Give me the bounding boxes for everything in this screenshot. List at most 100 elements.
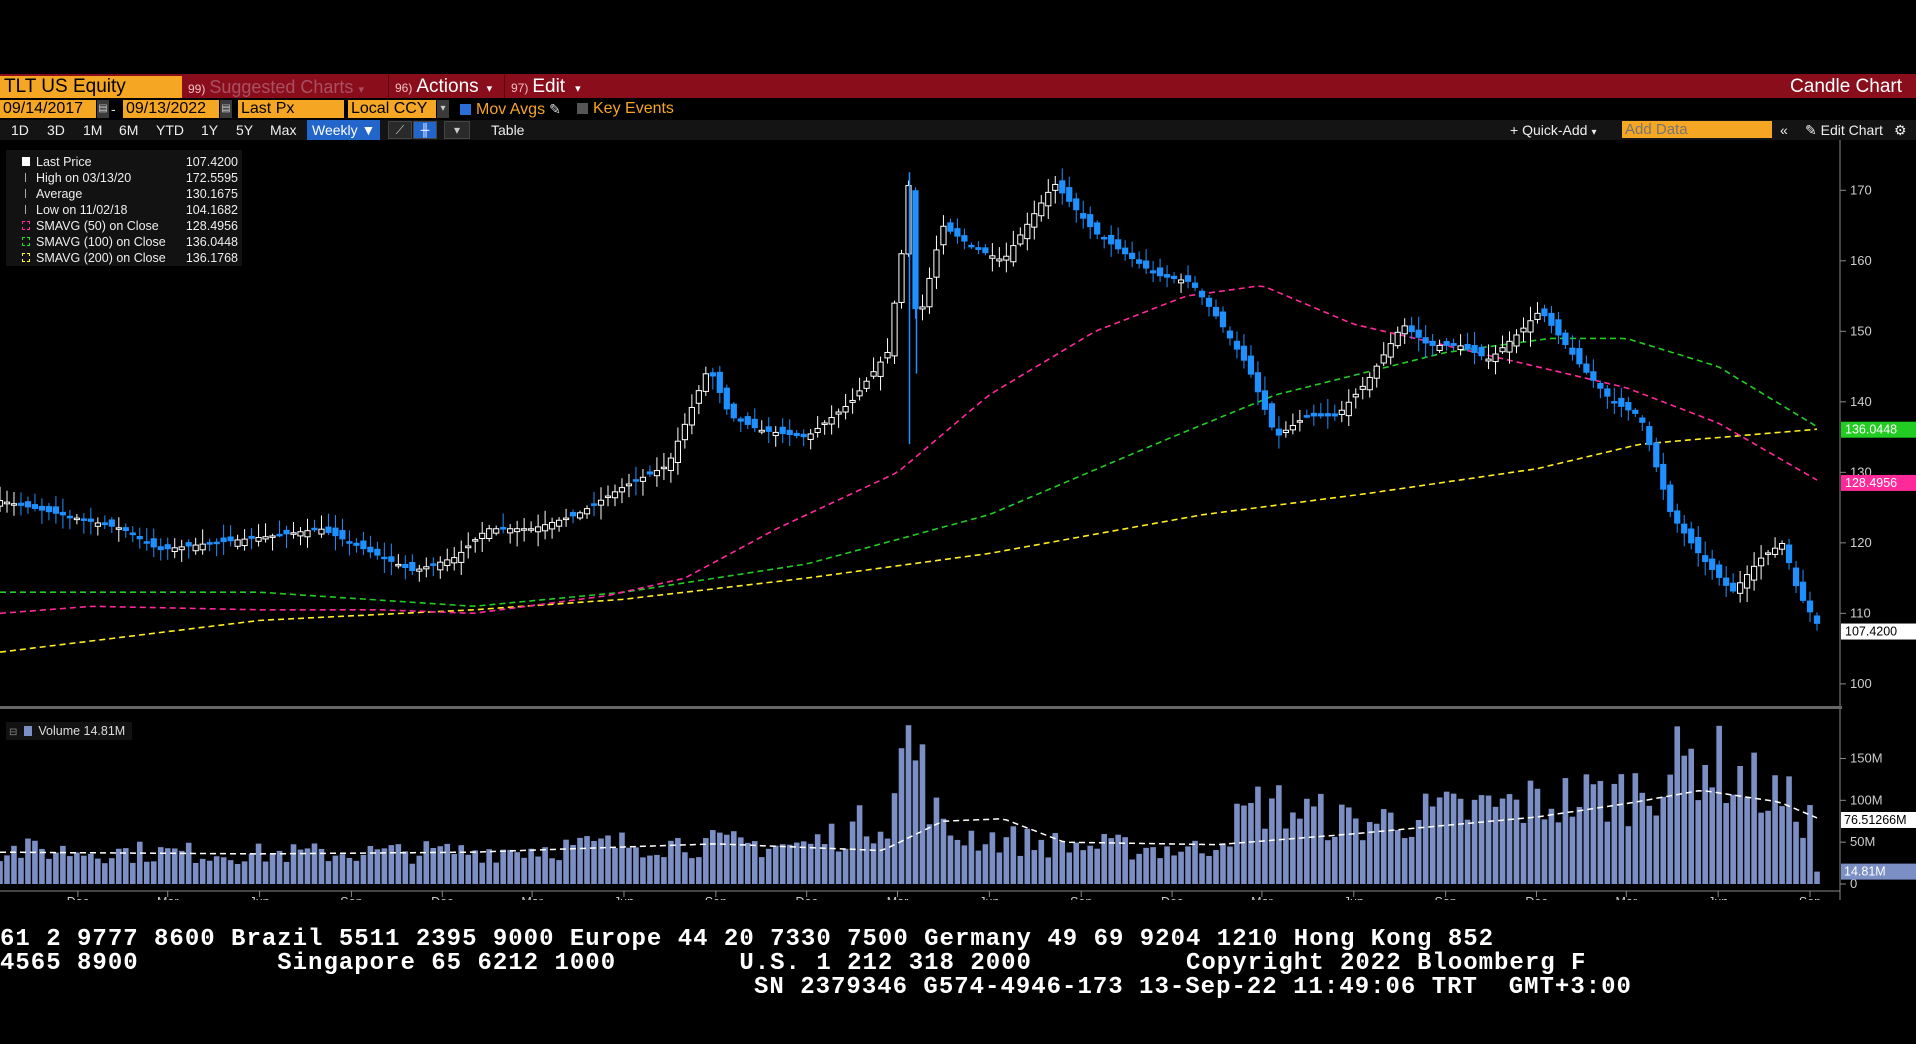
candle-body — [688, 406, 695, 426]
period-1y[interactable]: 1Y — [201, 122, 219, 138]
volume-bar — [164, 848, 171, 884]
volume-bar — [696, 857, 702, 884]
quick-add-button[interactable]: + Quick-Add ▾ — [1510, 122, 1597, 138]
edit-chart-label: Edit Chart — [1820, 122, 1883, 138]
time-tick-label: Sep — [1434, 895, 1456, 900]
volume-tick-label: 100M — [1850, 792, 1883, 807]
pencil-icon[interactable]: ✎ — [549, 101, 561, 117]
candle-body — [1101, 236, 1108, 240]
chevron-down-icon[interactable]: ▾ — [444, 121, 470, 139]
candle-body — [1338, 409, 1345, 415]
price-tag — [1841, 421, 1916, 438]
start-date-field[interactable]: 09/14/2017 — [0, 100, 96, 118]
checkbox-checked-icon[interactable] — [460, 104, 471, 115]
volume-bar — [1171, 855, 1177, 884]
table-button[interactable]: Table — [491, 122, 525, 138]
period-6m[interactable]: 6M — [119, 122, 139, 138]
suggested-charts-button[interactable]: 99) Suggested Charts ▾ — [188, 77, 364, 97]
legend-item: Low on 11/02/18 104.1682 — [10, 202, 238, 218]
key-events-toggle[interactable]: Key Events — [577, 100, 674, 118]
expand-icon[interactable]: ⊟ — [9, 727, 18, 738]
volume-bar — [1073, 842, 1080, 884]
candle-body — [52, 506, 60, 514]
volume-bar — [717, 832, 723, 884]
currency-select[interactable]: Local CCY — [348, 100, 436, 118]
volume-bar — [786, 844, 793, 884]
checkbox-unchecked-icon[interactable] — [577, 103, 588, 114]
candle-body — [604, 495, 612, 499]
mov-avgs-toggle[interactable]: Mov Avgs ✎ — [460, 100, 561, 118]
candle-body — [402, 563, 409, 569]
candle-body — [1247, 355, 1255, 375]
candle-chart-icon[interactable]: ╫ — [413, 121, 437, 139]
volume-bar — [1080, 850, 1087, 884]
volume-bar — [898, 748, 905, 884]
period-max[interactable]: Max — [270, 122, 297, 138]
volume-bar — [500, 849, 506, 884]
add-data-input[interactable] — [1622, 121, 1772, 138]
period-1m[interactable]: 1M — [83, 122, 103, 138]
volume-bar — [940, 818, 947, 884]
pane-divider — [0, 706, 1842, 709]
calendar-icon[interactable]: ▤ — [220, 100, 232, 118]
frequency-select[interactable]: Weekly ▼ — [307, 120, 381, 140]
edit-chart-button[interactable]: ✎ Edit Chart — [1805, 120, 1883, 140]
volume-bar — [32, 840, 38, 884]
edit-button[interactable]: 97) Edit ▾ — [504, 75, 590, 98]
candle-body — [0, 500, 4, 507]
candle-body — [1562, 332, 1569, 346]
chevron-down-icon: ▾ — [486, 83, 493, 95]
volume-bar — [74, 852, 80, 884]
legend-value: 136.0448 — [185, 235, 238, 249]
legend-swatch — [22, 221, 30, 230]
candle-body — [332, 527, 339, 537]
candle-body — [1485, 358, 1492, 362]
period-5y[interactable]: 5Y — [236, 122, 254, 138]
dropdown-arrow-icon[interactable]: ▾ — [437, 100, 449, 118]
candle-body — [828, 416, 835, 425]
gear-icon[interactable]: ⚙ — [1894, 122, 1907, 138]
period-1d[interactable]: 1D — [11, 122, 29, 138]
field-select[interactable]: Last Px — [238, 100, 344, 118]
candle-body — [528, 528, 535, 531]
calendar-icon[interactable]: ▤ — [97, 100, 109, 118]
volume-bar — [751, 841, 758, 884]
candle-body — [66, 515, 73, 519]
security-field[interactable]: TLT US Equity — [0, 76, 182, 98]
candle-body — [535, 526, 542, 533]
volume-bar — [304, 848, 311, 884]
candle-body — [101, 522, 108, 526]
candle-body — [1373, 365, 1380, 379]
candle-body — [199, 543, 206, 551]
end-date-field[interactable]: 09/13/2022 — [123, 100, 219, 118]
actions-button[interactable]: 96) Actions ▾ — [388, 75, 504, 98]
volume-bar — [1639, 792, 1646, 884]
collapse-icon[interactable]: « — [1780, 122, 1788, 138]
candle-body — [576, 512, 584, 519]
candle-body — [1646, 426, 1653, 446]
volume-bar — [1373, 823, 1380, 884]
price-tick-label: 160 — [1850, 253, 1872, 268]
line-chart-icon[interactable]: ⟋ — [388, 121, 412, 139]
volume-bar — [339, 854, 346, 884]
candle-body — [1492, 353, 1499, 363]
volume-bar — [486, 849, 492, 884]
candle-body — [31, 504, 39, 509]
time-tick-label: Jun — [614, 895, 634, 900]
candle-body — [870, 371, 877, 377]
volume-bar — [325, 861, 332, 884]
volume-bar — [1038, 839, 1045, 884]
volume-bar — [283, 861, 290, 884]
period-ytd[interactable]: YTD — [156, 122, 184, 138]
volume-bar — [1443, 791, 1450, 884]
candle-body — [1289, 424, 1296, 431]
volume-bar — [661, 857, 667, 884]
volume-bar — [402, 851, 409, 884]
volume-bar — [269, 853, 276, 884]
candle-body — [1415, 329, 1422, 338]
period-3d[interactable]: 3D — [47, 122, 65, 138]
time-tick-label: Dec — [67, 895, 89, 900]
volume-bar — [1534, 788, 1541, 884]
